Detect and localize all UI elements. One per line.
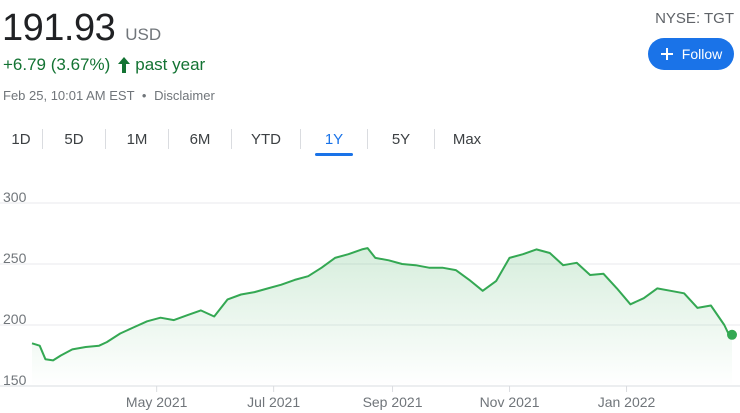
tab-divider <box>300 129 301 149</box>
price-header: 191.93 USD <box>2 4 161 52</box>
tab-label: 1M <box>126 130 148 148</box>
meta-separator: • <box>141 88 147 103</box>
tab-divider <box>168 129 169 149</box>
tab-ytd[interactable]: YTD <box>232 120 300 158</box>
follow-label: Follow <box>681 46 723 62</box>
change-value: +6.79 (3.67%) <box>3 55 111 74</box>
tab-label: YTD <box>251 130 281 148</box>
tab-max[interactable]: Max <box>435 120 499 158</box>
tab-divider <box>105 129 106 149</box>
currency-label: USD <box>125 25 162 44</box>
tab-label: 1Y <box>324 130 344 148</box>
tab-5y[interactable]: 5Y <box>368 120 434 158</box>
x-tick-label: Jul 2021 <box>247 394 300 410</box>
quote-timestamp: Feb 25, 10:01 AM EST <box>3 88 135 103</box>
tab-divider <box>42 129 43 149</box>
tab-1y[interactable]: 1Y <box>315 120 353 158</box>
tab-1m[interactable]: 1M <box>106 120 168 158</box>
tab-5d[interactable]: 5D <box>43 120 105 158</box>
price-area <box>32 248 732 386</box>
x-tick-label: Jan 2022 <box>598 394 656 410</box>
tab-label: Max <box>452 130 482 148</box>
y-tick-label: 150 <box>3 372 27 388</box>
x-tick-label: Sep 2021 <box>363 394 423 410</box>
disclaimer-link[interactable]: Disclaimer <box>154 88 215 103</box>
tab-divider <box>434 129 435 149</box>
follow-button[interactable]: Follow <box>648 38 734 70</box>
last-price-marker <box>727 329 737 340</box>
price-line <box>31 247 733 362</box>
tab-label: 6M <box>189 130 211 148</box>
range-tabs: 1D 5D 1M 6M YTD 1Y 5Y Max <box>0 120 499 158</box>
arrow-up-icon <box>118 57 131 73</box>
y-tick-label: 200 <box>3 311 27 327</box>
change-period: past year <box>135 55 206 74</box>
tab-label: 5D <box>64 130 84 148</box>
y-tick-label: 300 <box>3 189 27 205</box>
y-tick-label: 250 <box>3 250 27 266</box>
quote-meta: Feb 25, 10:01 AM EST • Disclaimer <box>3 88 215 103</box>
ticker-symbol: NYSE: TGT <box>655 10 734 27</box>
price-change: +6.79 (3.67%) past year <box>3 55 205 75</box>
plus-icon <box>660 48 673 60</box>
tab-6m[interactable]: 6M <box>169 120 231 158</box>
tab-1d[interactable]: 1D <box>0 120 42 158</box>
tab-divider <box>367 129 368 149</box>
tab-label: 1D <box>11 130 31 148</box>
tab-label: 5Y <box>391 130 411 148</box>
x-tick-label: May 2021 <box>126 394 188 410</box>
tab-divider <box>231 129 232 149</box>
x-tick-label: Nov 2021 <box>480 394 540 410</box>
current-price: 191.93 <box>2 7 116 49</box>
